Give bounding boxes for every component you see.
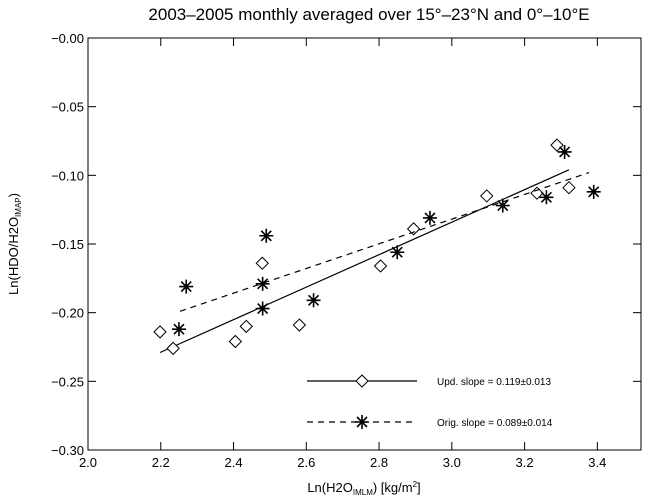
y-tick-label: −0.25 [51,374,84,389]
legend-label: Orig. slope = 0.089±0.014 [437,418,553,429]
data-point [228,334,243,349]
data-point [586,184,601,199]
y-tick-label: −0.30 [51,443,84,458]
fit-line [159,169,570,354]
data-point [153,325,167,339]
data-point [259,228,274,243]
data-point [557,144,572,159]
data-point [373,259,388,273]
data-point [179,279,194,294]
y-tick-label: −0.10 [51,168,84,183]
data-point [390,245,405,260]
y-tick-label: −0.20 [51,306,84,321]
data-point [480,189,494,203]
y-title-part: ) [6,193,21,197]
data-point [422,210,437,225]
data-point [239,319,253,334]
x-tick-label: 3.2 [516,455,534,470]
x-title-sup: 2 [413,480,418,489]
data-point [530,186,544,200]
y-axis-title: Ln(HDO/H2OIMAP) [6,193,23,295]
y-title-sub: IMAP [14,197,23,217]
data-point [406,222,421,236]
y-tick-label: −0.05 [51,100,84,115]
data-point [255,276,270,291]
data-point [255,301,270,316]
plot-frame [87,37,642,451]
x-title-part: ] [417,480,421,495]
y-title-part: Ln(HDO/H2O [6,217,21,295]
data-point [562,180,576,195]
x-tick-label: 2.4 [224,455,242,470]
x-tick-label: 3.0 [443,455,461,470]
x-title-part: Ln(H2O [307,480,353,495]
data-point [539,190,554,205]
y-tick-label: −0.15 [51,237,84,252]
y-tick-label: −0.00 [51,31,84,46]
x-tick-label: 2.6 [297,455,315,470]
data-point [166,341,180,356]
legend-label: Upd. slope = 0.119±0.013 [437,377,551,388]
x-title-part: ) [kg/m [373,480,413,495]
legend-marker [355,415,369,429]
legend-marker [355,374,369,388]
x-tick-label: 2.8 [370,455,388,470]
x-tick-label: 2.2 [152,455,170,470]
fit-line [179,172,590,312]
data-point [550,138,564,152]
chart-title: 2003–2005 monthly averaged over 15°–23°N… [148,5,589,24]
data-point [171,322,186,337]
data-point [255,256,269,270]
x-tick-label: 3.4 [588,455,606,470]
x-axis-title: Ln(H2OIMLM) [kg/m2] [307,480,420,497]
x-tick-label: 2.0 [79,455,97,470]
data-point [495,198,510,213]
data-point [292,318,307,332]
x-title-sub: IMLM [353,488,373,497]
data-point [306,293,321,308]
